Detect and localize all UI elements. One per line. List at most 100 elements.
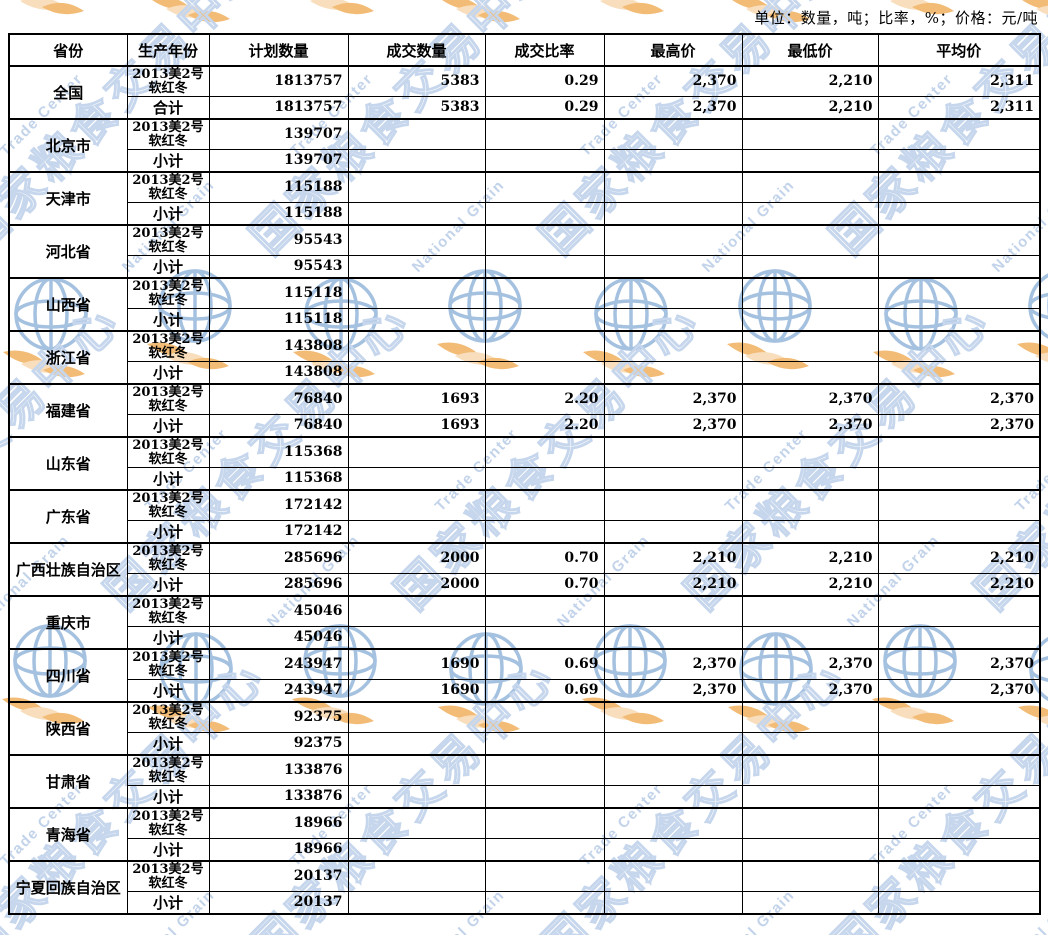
avg-price-cell: 2,370 [877, 678, 1041, 703]
plan-qty-cell: 76840 [208, 413, 349, 438]
plan-qty-cell: 1813757 [208, 65, 349, 97]
high-price-cell [603, 807, 743, 839]
deal-qty-cell [347, 466, 486, 491]
variety-line: 软红冬 [148, 822, 188, 838]
plan-qty-cell: 45046 [208, 625, 349, 650]
deal-ratio-cell [484, 118, 605, 150]
wheat-icon [442, 0, 520, 23]
avg-price-cell [877, 254, 1041, 279]
subtotal-label-cell: 小计 [126, 254, 210, 279]
low-price-cell [741, 807, 879, 839]
year-variety-cell: 2013美2号 软红冬 [126, 118, 210, 150]
low-price-cell [741, 171, 879, 203]
year-line: 2013美2号 [132, 385, 204, 401]
year-line: 2013美2号 [132, 173, 204, 189]
variety-line: 软红冬 [148, 239, 188, 255]
province-cell: 全国 [8, 65, 128, 120]
high-price-cell [603, 784, 743, 809]
plan-qty-cell: 45046 [208, 595, 349, 627]
year-line: 2013美2号 [132, 332, 204, 348]
plan-qty-cell: 115368 [208, 436, 349, 468]
plan-qty-cell: 133876 [208, 754, 349, 786]
deal-qty-cell [347, 360, 486, 385]
high-price-cell [603, 118, 743, 150]
variety-row: 重庆市 2013美2号 软红冬 45046 [8, 595, 1041, 650]
subtotal-row: 小计 139707 [9, 148, 1041, 173]
province-cell: 河北省 [8, 224, 128, 279]
subtotal-row: 小计 92375 [9, 731, 1041, 756]
year-variety-cell: 2013美2号 软红冬 [126, 436, 210, 468]
deal-ratio-cell: 0.69 [484, 678, 605, 703]
deal-qty-cell [347, 754, 486, 786]
year-line: 2013美2号 [132, 491, 204, 507]
deal-ratio-cell: 0.70 [484, 572, 605, 597]
avg-price-cell [877, 224, 1041, 256]
deal-ratio-cell: 2.20 [484, 383, 605, 415]
subtotal-row: 小计 76840 1693 2.20 2,370 2,370 2,370 [9, 413, 1041, 438]
high-price-cell: 2,370 [603, 95, 743, 120]
high-price-cell: 2,370 [603, 648, 743, 680]
low-price-cell [741, 784, 879, 809]
plan-qty-cell: 20137 [208, 890, 349, 915]
deal-ratio-cell [484, 860, 605, 892]
deal-ratio-cell [484, 466, 605, 491]
deal-qty-cell [347, 277, 486, 309]
high-price-cell [603, 171, 743, 203]
year-variety-cell: 2013美2号 软红冬 [126, 224, 210, 256]
high-price-cell [603, 254, 743, 279]
deal-ratio-cell [484, 201, 605, 226]
deal-qty-cell: 2000 [347, 542, 486, 574]
variety-line: 软红冬 [148, 557, 188, 573]
variety-line: 软红冬 [148, 716, 188, 732]
wheat-icon [310, 0, 374, 15]
avg-price-cell [877, 860, 1041, 892]
wheat-icon [890, 0, 954, 15]
low-price-cell [741, 201, 879, 226]
column-header-5: 最高价 [603, 33, 743, 67]
column-header-4: 成交比率 [484, 33, 605, 67]
variety-line: 软红冬 [148, 610, 188, 626]
deal-ratio-cell [484, 731, 605, 756]
year-line: 2013美2号 [132, 756, 204, 772]
plan-qty-cell: 172142 [208, 519, 349, 544]
deal-ratio-cell [484, 254, 605, 279]
subtotal-row: 小计 115118 [9, 307, 1041, 332]
year-line: 2013美2号 [132, 544, 204, 560]
high-price-cell [603, 224, 743, 256]
high-price-cell [603, 360, 743, 385]
deal-qty-cell [347, 890, 486, 915]
low-price-cell [741, 701, 879, 733]
plan-qty-cell: 285696 [208, 572, 349, 597]
avg-price-cell: 2,210 [877, 542, 1041, 574]
subtotal-label-cell: 小计 [126, 413, 210, 438]
deal-qty-cell: 1693 [347, 413, 486, 438]
subtotal-label-cell: 小计 [126, 466, 210, 491]
avg-price-cell [877, 784, 1041, 809]
subtotal-label-cell: 小计 [126, 837, 210, 862]
subtotal-label-cell: 小计 [126, 784, 210, 809]
column-header-3: 成交数量 [347, 33, 486, 67]
deal-ratio-cell: 0.70 [484, 542, 605, 574]
subtotal-label-cell: 合计 [126, 95, 210, 120]
subtotal-label-cell: 小计 [126, 678, 210, 703]
deal-ratio-cell [484, 277, 605, 309]
province-cell: 甘肃省 [8, 754, 128, 809]
plan-qty-cell: 18966 [208, 807, 349, 839]
variety-row: 天津市 2013美2号 软红冬 115188 [8, 171, 1041, 226]
avg-price-cell [877, 307, 1041, 332]
deal-ratio-cell [484, 754, 605, 786]
deal-qty-cell [347, 148, 486, 173]
high-price-cell: 2,210 [603, 542, 743, 574]
plan-qty-cell: 115188 [208, 171, 349, 203]
subtotal-row: 小计 172142 [9, 519, 1041, 544]
wheat-icon [600, 0, 664, 15]
plan-qty-cell: 115188 [208, 201, 349, 226]
deal-ratio-cell [484, 360, 605, 385]
avg-price-cell [877, 701, 1041, 733]
low-price-cell [741, 754, 879, 786]
province-cell: 浙江省 [8, 330, 128, 385]
deal-ratio-cell [484, 171, 605, 203]
high-price-cell [603, 837, 743, 862]
grain-price-table: 省份 生产年份 计划数量 成交数量 成交比率 最高价 最低价 平均价 全国 2013美2号 软红冬… [8, 33, 1041, 915]
high-price-cell [603, 148, 743, 173]
